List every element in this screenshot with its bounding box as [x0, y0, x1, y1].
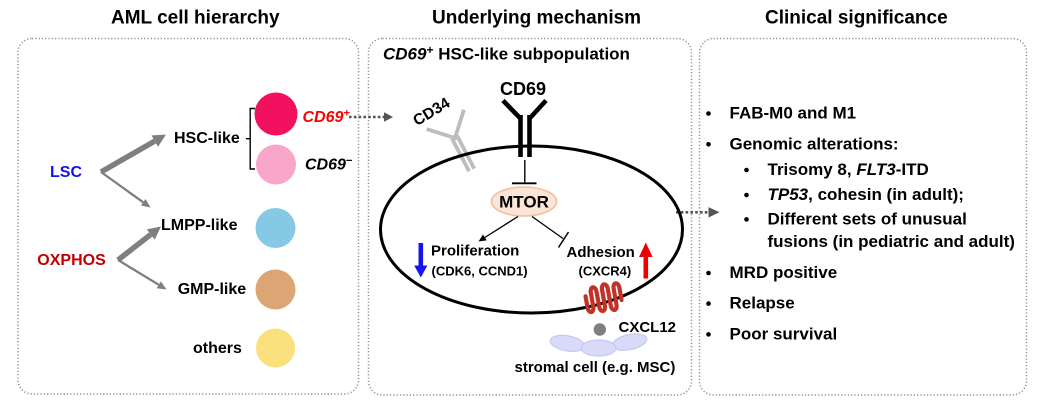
svg-text:CD34: CD34 — [410, 94, 453, 129]
svg-text:stromal cell (e.g. MSC): stromal cell (e.g. MSC) — [515, 359, 676, 376]
svg-text:Adhesion: Adhesion — [567, 244, 635, 261]
svg-text:CD69: CD69 — [500, 79, 546, 99]
svg-text:Underlying mechanism: Underlying mechanism — [432, 8, 641, 29]
svg-text:LSC: LSC — [50, 164, 82, 181]
svg-text:fusions (in pediatric and adul: fusions (in pediatric and adult) — [768, 232, 1015, 251]
svg-text:MRD positive: MRD positive — [730, 263, 838, 282]
svg-text:Genomic alterations:: Genomic alterations: — [730, 134, 899, 153]
svg-text:OXPHOS: OXPHOS — [37, 252, 106, 269]
svg-text:FAB-M0 and M1: FAB-M0 and M1 — [730, 104, 857, 123]
svg-text:CD69−: CD69− — [305, 155, 353, 174]
svg-text:LMPP-like: LMPP-like — [161, 217, 238, 234]
svg-text:others: others — [193, 340, 242, 357]
svg-text:CD69+ HSC-like subpopulation: CD69+ HSC-like subpopulation — [383, 43, 630, 64]
svg-text:MTOR: MTOR — [499, 193, 549, 212]
svg-text:TP53, cohesin (in adult);: TP53, cohesin (in adult); — [768, 185, 964, 204]
svg-text:Proliferation: Proliferation — [431, 243, 519, 260]
svg-text:GMP-like: GMP-like — [178, 281, 247, 298]
svg-text:HSC-like: HSC-like — [174, 130, 240, 147]
svg-text:CD69+: CD69+ — [303, 108, 351, 127]
svg-text:Trisomy 8, FLT3-ITD: Trisomy 8, FLT3-ITD — [768, 160, 929, 179]
svg-text:CXCL12: CXCL12 — [619, 319, 677, 336]
svg-text:Different sets of unusual: Different sets of unusual — [768, 210, 967, 229]
svg-text:(CDK6, CCND1): (CDK6, CCND1) — [432, 264, 528, 279]
svg-text:Clinical significance: Clinical significance — [765, 8, 948, 29]
svg-text:Poor survival: Poor survival — [730, 325, 838, 344]
svg-text:AML cell hierarchy: AML cell hierarchy — [111, 8, 280, 29]
svg-text:Relapse: Relapse — [730, 294, 795, 313]
svg-text:(CXCR4): (CXCR4) — [579, 264, 632, 279]
